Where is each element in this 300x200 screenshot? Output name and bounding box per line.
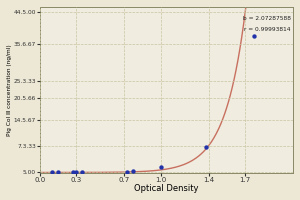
Point <box>74 171 79 174</box>
Point <box>252 34 257 37</box>
Point <box>204 146 209 149</box>
Point <box>130 170 135 173</box>
Point <box>70 171 75 174</box>
Point <box>80 171 85 174</box>
Text: r = 0.99993814: r = 0.99993814 <box>244 27 291 32</box>
X-axis label: Optical Density: Optical Density <box>134 184 199 193</box>
Point <box>56 171 61 174</box>
Y-axis label: Pig Col Ⅲ concentration (ng/ml): Pig Col Ⅲ concentration (ng/ml) <box>7 44 12 136</box>
Point <box>124 170 129 173</box>
Text: b = 2.07287588: b = 2.07287588 <box>243 16 291 21</box>
Point <box>158 166 163 169</box>
Point <box>50 171 55 174</box>
